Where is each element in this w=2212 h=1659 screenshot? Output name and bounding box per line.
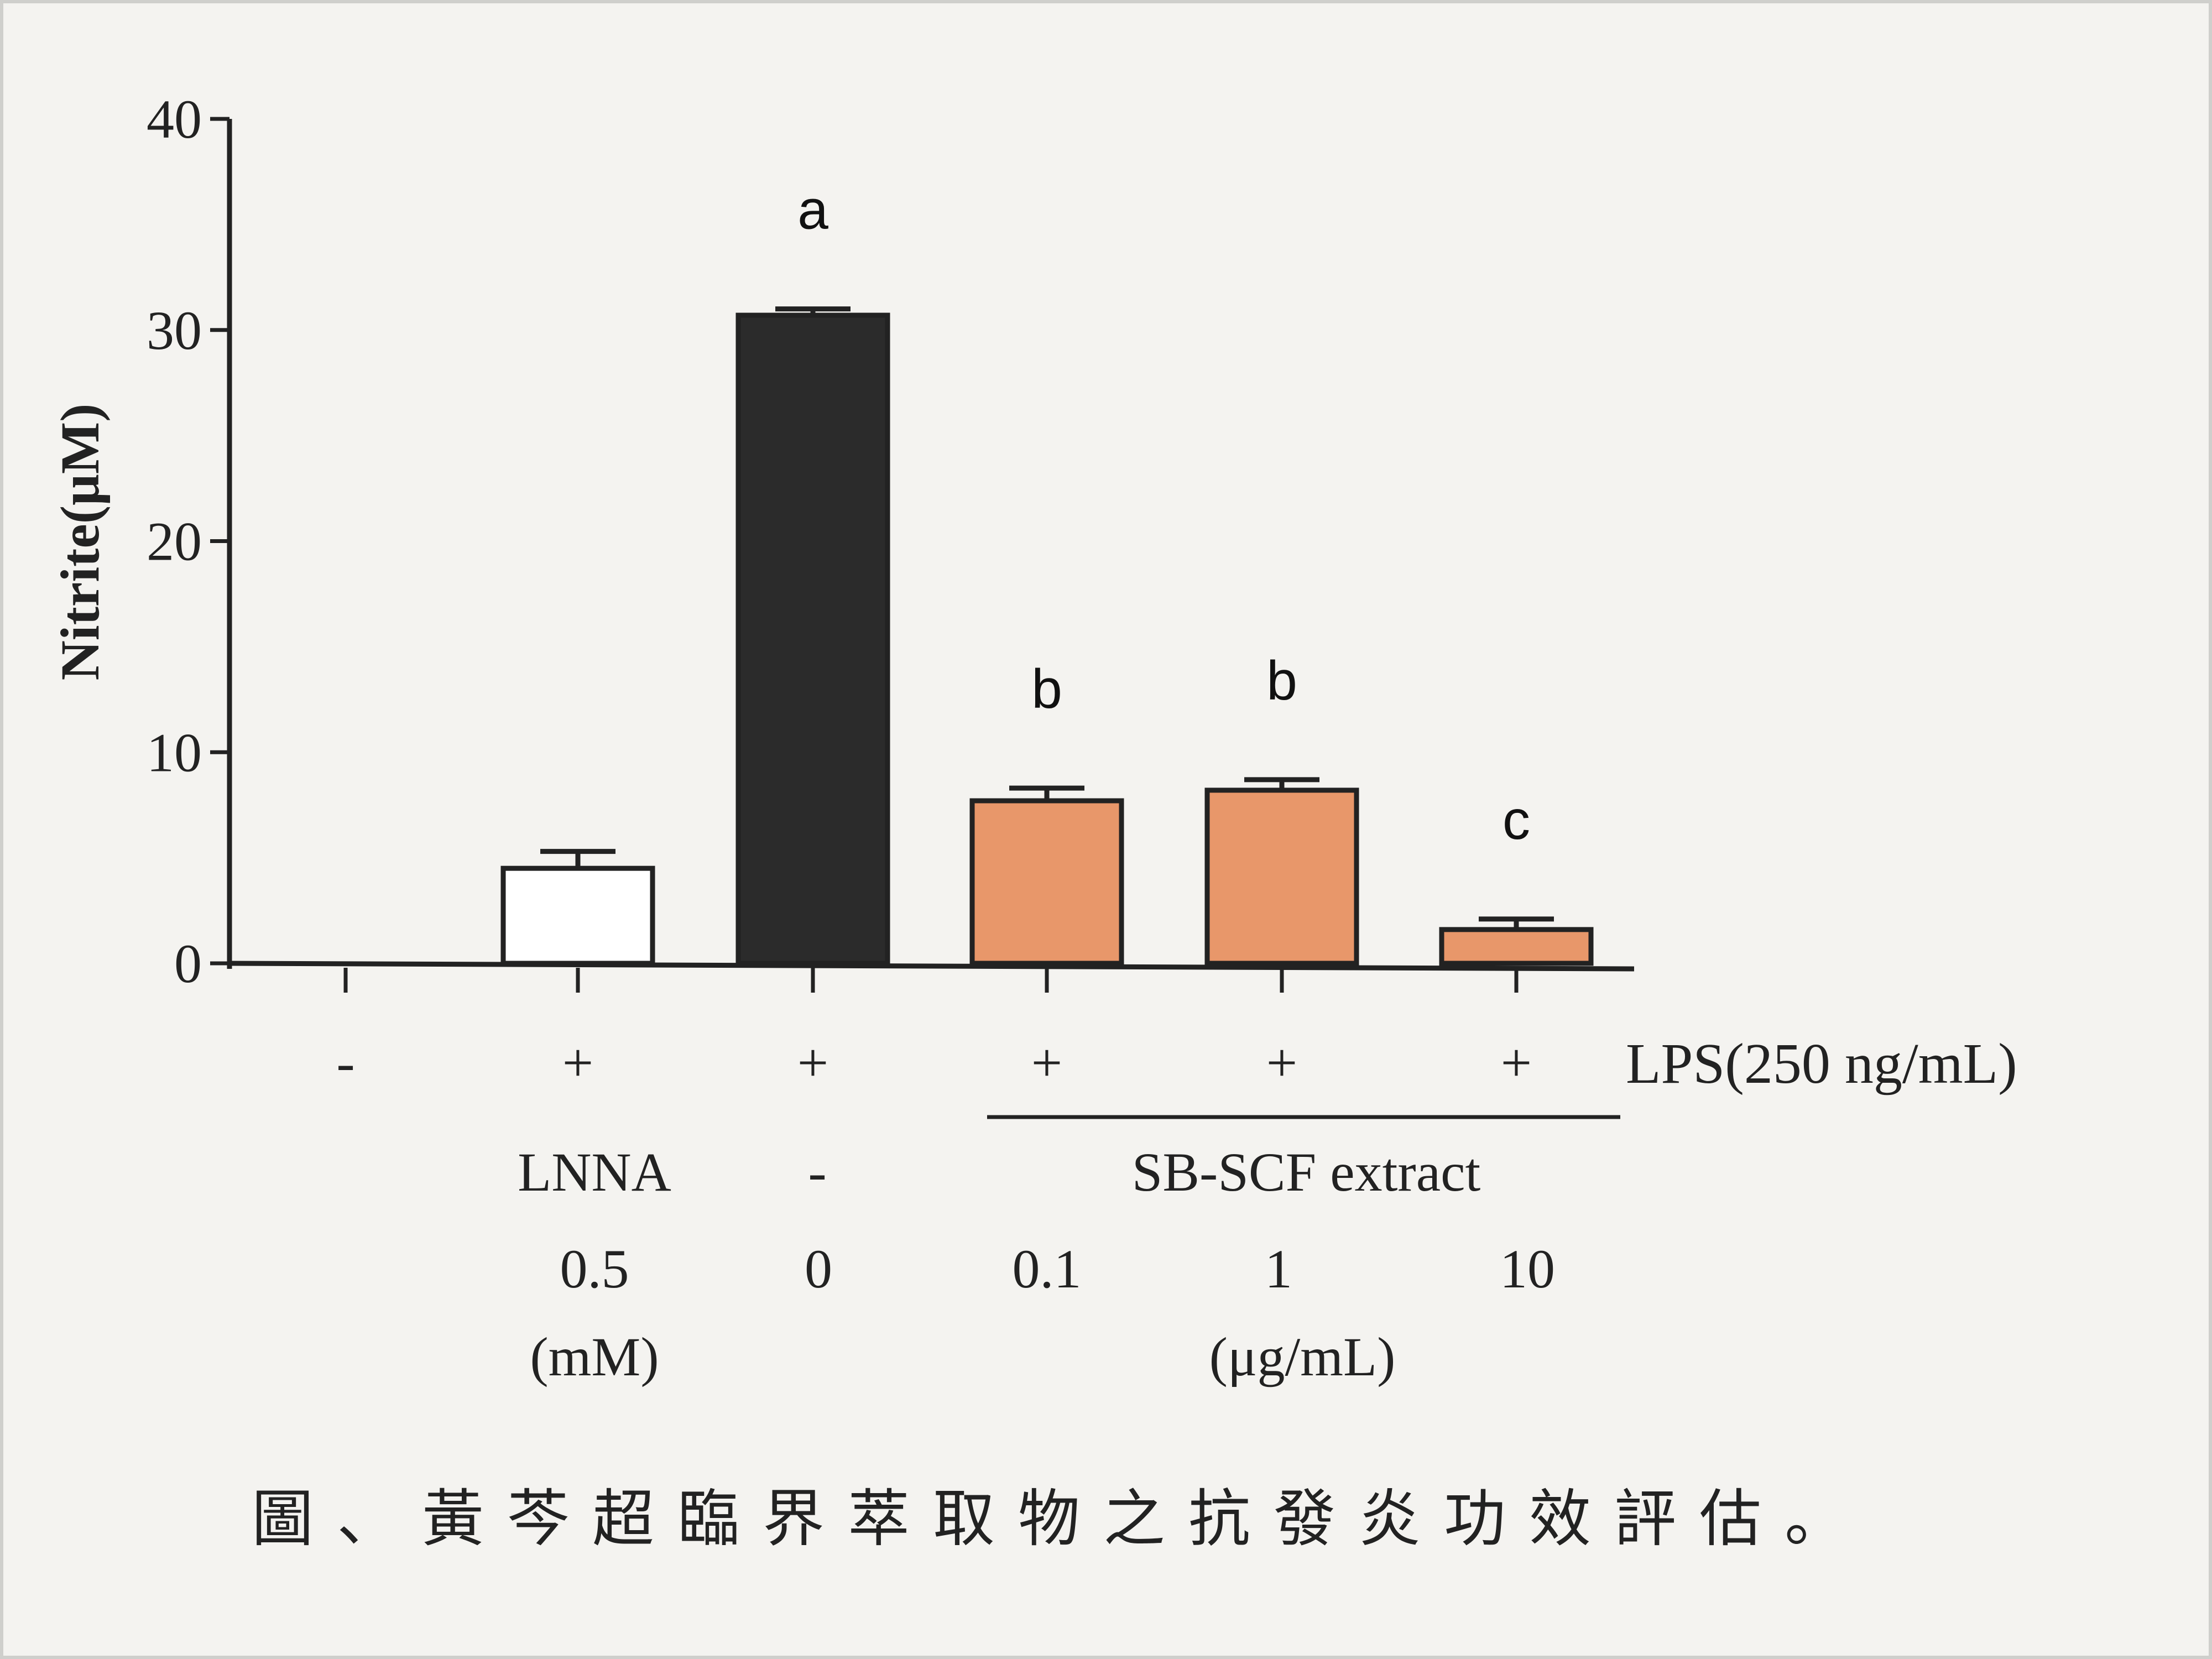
significance-letter: c	[1503, 789, 1530, 851]
significance-letter: b	[1031, 658, 1062, 720]
significance-letter: b	[1266, 650, 1297, 712]
unit-mm: (mM)	[530, 1326, 659, 1387]
dose-sb-0-1: 0.1	[1013, 1238, 1082, 1300]
dose-sb-1: 1	[1265, 1238, 1292, 1300]
x-axis-ticks	[343, 968, 1519, 993]
treatment-sb-scf: SB-SCF extract	[1132, 1141, 1481, 1203]
significance-letter: a	[797, 179, 828, 241]
lps-sign: +	[1031, 1032, 1062, 1093]
lps-label: LPS(250 ng/mL)	[1626, 1032, 2017, 1095]
significance-labels: a b b c	[797, 179, 1530, 851]
lps-sign: -	[336, 1032, 354, 1093]
y-tick-label: 30	[147, 300, 202, 361]
unit-ug-ml: (μg/mL)	[1209, 1326, 1396, 1387]
dose-lps-only: 0	[805, 1238, 832, 1300]
dose-lnna: 0.5	[560, 1238, 629, 1300]
treatment-lnna: LNNA	[518, 1141, 671, 1203]
y-tick-label: 20	[147, 511, 202, 572]
lps-row: - + + + + +	[336, 1032, 1532, 1093]
y-tick-label: 0	[174, 933, 202, 994]
bar	[969, 798, 1124, 966]
bar	[735, 312, 890, 966]
lps-sign: +	[562, 1032, 593, 1093]
bars-group	[500, 306, 1594, 966]
y-axis-ticks: 0 10 20 30 40	[147, 88, 229, 994]
dose-sb-10: 10	[1500, 1238, 1555, 1300]
y-axis-title: Nitrite(μM)	[49, 404, 111, 681]
lps-sign: +	[1266, 1032, 1297, 1093]
lps-sign: +	[1501, 1032, 1532, 1093]
x-axis-line	[229, 961, 1635, 972]
bar	[1439, 927, 1594, 966]
bar	[1204, 787, 1359, 966]
y-tick-label: 40	[147, 88, 202, 150]
treatment-lps-only: -	[808, 1141, 826, 1203]
y-tick-label: 10	[147, 722, 202, 783]
figure-caption: 圖、黃芩超臨界萃取物之抗發炎功效評估。	[252, 1485, 1870, 1554]
lps-sign: +	[797, 1032, 828, 1093]
bar	[500, 865, 655, 966]
